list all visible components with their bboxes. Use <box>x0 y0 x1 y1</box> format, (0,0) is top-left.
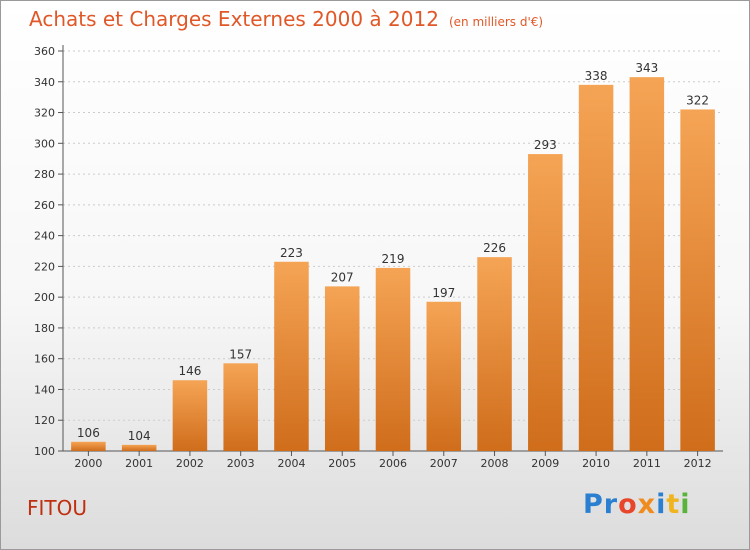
value-label: 338 <box>585 69 608 83</box>
value-label: 293 <box>534 138 557 152</box>
y-tick-label: 280 <box>34 168 55 181</box>
bar-2012 <box>680 109 715 451</box>
bar-2009 <box>528 154 563 452</box>
logo-part: i <box>680 489 691 520</box>
logo-part: t <box>666 489 681 520</box>
x-tick-label: 2003 <box>227 457 255 470</box>
value-label: 219 <box>382 252 405 266</box>
x-tick-label: 2008 <box>481 457 509 470</box>
y-tick-label: 340 <box>34 76 55 89</box>
value-label: 207 <box>331 270 354 284</box>
logo-part: x <box>637 489 657 520</box>
value-label: 146 <box>178 364 201 378</box>
value-label: 226 <box>483 241 506 255</box>
x-tick-label: 2000 <box>74 457 102 470</box>
value-label: 223 <box>280 246 303 260</box>
bar-2006 <box>375 267 411 451</box>
value-label: 157 <box>229 347 252 361</box>
bar-2003 <box>223 363 258 451</box>
y-tick-label: 160 <box>34 353 55 366</box>
bar-2005 <box>324 286 360 451</box>
y-tick-label: 320 <box>34 107 55 120</box>
value-label: 322 <box>686 93 709 107</box>
x-tick-label: 2010 <box>582 457 610 470</box>
x-tick-label: 2005 <box>328 457 356 470</box>
y-tick-label: 240 <box>34 230 55 243</box>
value-label: 104 <box>128 429 151 443</box>
y-tick-label: 120 <box>34 414 55 427</box>
proxiti-logo: Proxiti <box>583 489 691 520</box>
x-tick-label: 2009 <box>531 457 559 470</box>
y-tick-label: 260 <box>34 199 55 212</box>
logo-part: o <box>618 489 638 520</box>
x-tick-label: 2011 <box>633 457 661 470</box>
bars <box>71 77 715 452</box>
bar-2004 <box>274 261 309 451</box>
x-tick-label: 2004 <box>277 457 305 470</box>
x-tick-label: 2012 <box>684 457 712 470</box>
y-tick-label: 220 <box>34 260 55 273</box>
commune-name: FITOU <box>27 496 87 520</box>
x-tick-label: 2007 <box>430 457 458 470</box>
chart-subtitle: (en milliers d'€) <box>448 15 544 29</box>
logo-part: Pr <box>583 489 619 520</box>
y-tick-label: 100 <box>34 445 55 458</box>
bar-2007 <box>426 301 462 451</box>
bar-2008 <box>477 257 512 451</box>
bar-2010 <box>578 84 614 451</box>
labels: 100 120 140 160 180 200 220 240 260 280 300 320 340 3… <box>34 45 712 470</box>
x-tick-label: 2002 <box>176 457 204 470</box>
y-tick-label: 360 <box>34 45 55 58</box>
bar-2011 <box>629 77 665 452</box>
x-tick-label: 2001 <box>125 457 153 470</box>
value-label: 106 <box>77 426 100 440</box>
value-label: 197 <box>432 286 455 300</box>
y-tick-label: 140 <box>34 383 55 396</box>
y-tick-label: 300 <box>34 137 55 150</box>
y-tick-label: 200 <box>34 291 55 304</box>
bar-2002 <box>172 380 208 451</box>
chart-title: Achats et Charges Externes 2000 à 2012 (e… <box>29 7 543 31</box>
bar-2000 <box>71 441 106 451</box>
title-text: Achats et Charges Externes 2000 à 2012 <box>29 7 439 31</box>
x-tick-label: 2006 <box>379 457 407 470</box>
value-label: 343 <box>635 61 658 75</box>
y-tick-label: 180 <box>34 322 55 335</box>
logo-part: i <box>656 489 667 520</box>
bar-2001 <box>121 444 157 451</box>
